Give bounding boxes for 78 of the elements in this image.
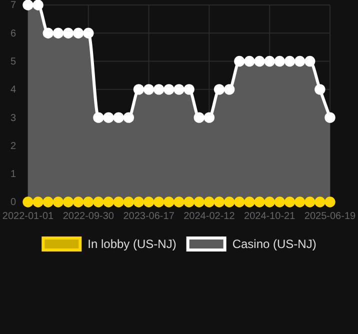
x-tick-label: 2024-02-12: [184, 211, 236, 222]
point: [284, 56, 296, 67]
point: [324, 196, 336, 208]
point: [133, 84, 144, 95]
point: [32, 0, 44, 10]
point: [274, 56, 286, 67]
point: [264, 196, 275, 208]
point: [184, 196, 194, 208]
point: [32, 196, 44, 208]
y-tick-label: 3: [10, 112, 16, 124]
point: [304, 56, 316, 67]
point: [244, 196, 255, 208]
point: [83, 28, 94, 38]
point: [93, 112, 104, 123]
point: [174, 196, 184, 208]
point: [123, 196, 134, 208]
point: [113, 112, 124, 123]
point: [264, 56, 275, 67]
point: [133, 196, 144, 208]
point: [164, 84, 174, 95]
point: [72, 28, 84, 38]
point: [224, 84, 235, 95]
x-tick-label: 2024-10-21: [244, 211, 296, 222]
point: [143, 84, 154, 95]
point: [234, 56, 245, 67]
y-tick-label: 7: [10, 0, 16, 12]
point: [184, 84, 194, 95]
point: [154, 196, 164, 208]
legend-label: In lobby (US-NJ): [88, 237, 176, 252]
point: [244, 56, 255, 67]
point: [284, 196, 296, 208]
point: [164, 196, 174, 208]
point: [22, 0, 34, 10]
point: [204, 112, 215, 123]
point: [234, 196, 245, 208]
point: [154, 84, 164, 95]
point: [214, 84, 225, 95]
y-tick-label: 6: [10, 28, 16, 40]
x-tick-label: 2025-06-19: [304, 211, 356, 222]
point: [294, 56, 306, 67]
y-tick-label: 5: [10, 56, 16, 68]
x-tick-label: 2022-09-30: [62, 211, 114, 222]
point: [194, 112, 204, 123]
point: [22, 196, 34, 208]
point: [314, 196, 326, 208]
y-tick-label: 2: [10, 140, 16, 152]
point: [103, 112, 114, 123]
point: [194, 196, 204, 208]
point: [274, 196, 286, 208]
point: [42, 196, 54, 208]
x-tick-label: 2023-06-17: [123, 211, 175, 222]
point: [93, 196, 104, 208]
y-tick-label: 0: [10, 197, 16, 208]
point: [123, 112, 134, 123]
point: [254, 196, 265, 208]
point: [304, 196, 316, 208]
point: [294, 196, 306, 208]
point: [204, 196, 215, 208]
point: [52, 28, 64, 38]
legend-label: Casino (US-NJ): [232, 237, 316, 252]
point: [62, 28, 74, 38]
point: [174, 84, 184, 95]
point: [103, 196, 114, 208]
y-tick-label: 4: [10, 84, 16, 96]
y-tick-label: 1: [10, 169, 16, 180]
point: [52, 196, 64, 208]
point: [324, 112, 336, 123]
point: [254, 56, 265, 67]
point: [314, 84, 326, 95]
point: [83, 196, 94, 208]
point: [113, 196, 124, 208]
point: [72, 196, 84, 208]
x-tick-label: 2022-01-01: [2, 211, 54, 222]
point: [143, 196, 154, 208]
point: [214, 196, 225, 208]
point: [224, 196, 235, 208]
point: [62, 196, 74, 208]
point: [42, 28, 54, 38]
